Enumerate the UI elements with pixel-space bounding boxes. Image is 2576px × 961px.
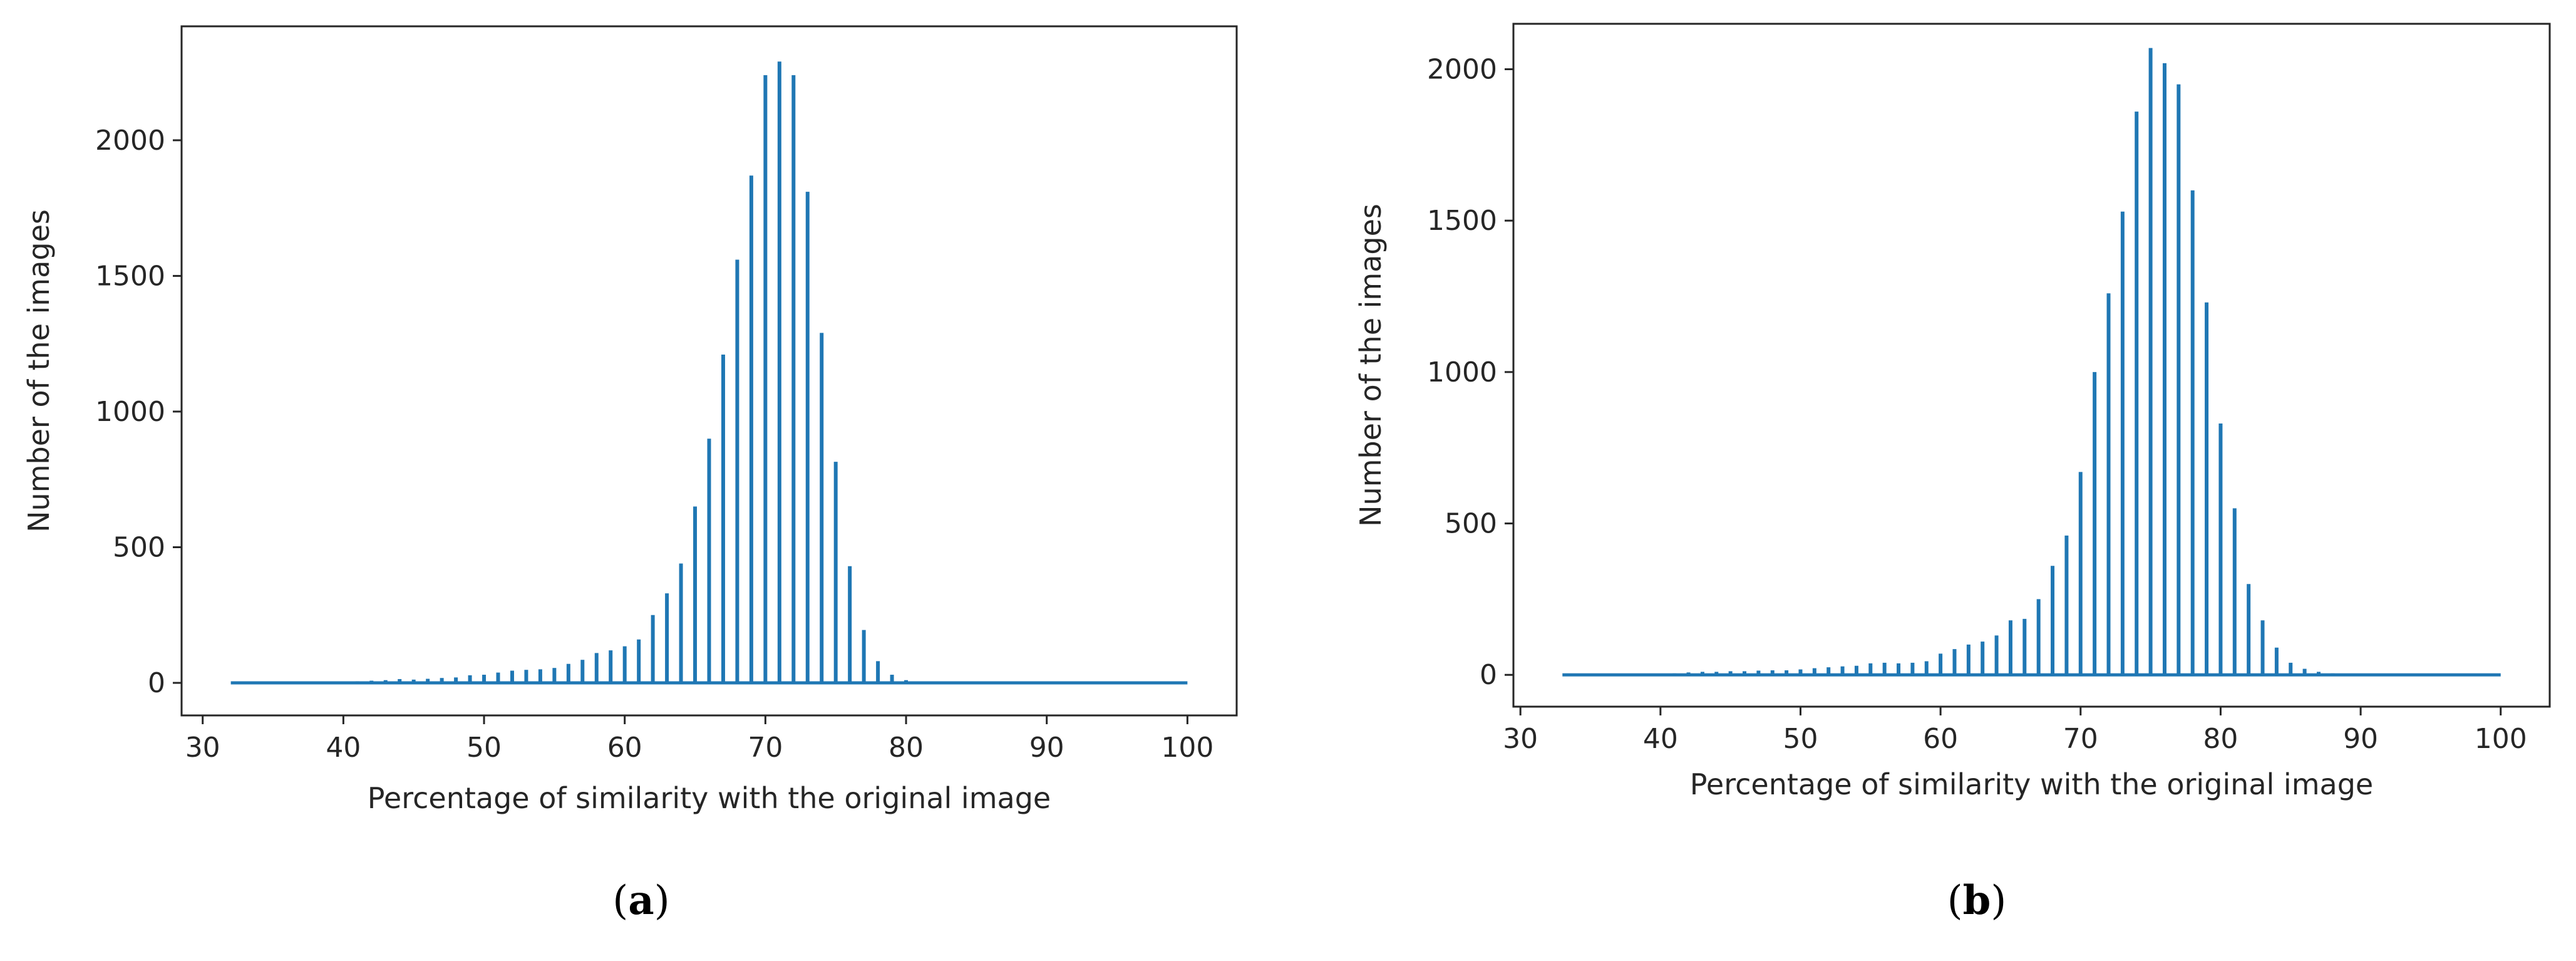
y-tick-label-b-500: 500 [1445, 508, 1497, 540]
x-tick-label-b-60: 60 [1923, 723, 1958, 755]
stems-a [299, 61, 922, 683]
y-tick-label-b-0: 0 [1480, 659, 1497, 691]
y-tick-label-a-500: 500 [113, 531, 165, 563]
x-tick-label-b-70: 70 [2063, 723, 2098, 755]
y-tick-label-b-2000: 2000 [1427, 54, 1497, 86]
x-axis-label-a: Percentage of similarity with the origin… [368, 781, 1051, 815]
x-tick-label-b-80: 80 [2203, 723, 2238, 755]
caption-b-letter: b [1962, 877, 1991, 924]
chart-b: 30 40 50 60 70 80 90 1000500100015002000Percent… [1354, 23, 2551, 801]
y-tick-label-a-1500: 1500 [95, 260, 165, 292]
stems-b [1672, 48, 2335, 675]
x-tick-label-b-90: 90 [2343, 723, 2378, 755]
x-ticks-b: 30 40 50 60 70 80 90 100 [1503, 707, 2527, 755]
x-axis-label-b: Percentage of similarity with the origin… [1690, 767, 2373, 801]
caption-a-open: ( [612, 878, 629, 924]
caption-b-close: ) [1991, 878, 2007, 924]
panel-b: 30 40 50 60 70 80 90 100 0 500 1000 1500 2000 Percent… [1288, 0, 2576, 961]
y-tick-label-a-0: 0 [148, 667, 165, 699]
x-tick-label-a-90: 90 [1029, 732, 1064, 764]
panel-a: 30 40 50 60 70 80 90 100 0 500 1000 1500 2000 Percent… [22, 25, 1238, 924]
chart-a: 30 40 50 60 70 80 90 1000500100015002000Percent… [22, 25, 1238, 815]
plot-frame-a [180, 25, 1238, 717]
x-tick-label-a-60: 60 [607, 732, 642, 764]
x-tick-label-a-50: 50 [466, 732, 502, 764]
caption-b-open: ( [1947, 878, 1963, 924]
y-tick-label-b-1000: 1000 [1427, 356, 1497, 388]
caption-a-close: ) [654, 878, 670, 924]
x-tick-label-a-40: 40 [326, 732, 361, 764]
caption-a: (a) [579, 877, 704, 924]
y-axis-label-a: Number of the images [22, 209, 56, 532]
y-axis-label-b: Number of the images [1354, 204, 1388, 527]
x-tick-label-a-80: 80 [889, 732, 924, 764]
caption-a-letter: a [628, 877, 654, 924]
y-tick-label-a-2000: 2000 [95, 125, 165, 157]
x-tick-label-a-100: 100 [1161, 732, 1213, 764]
x-tick-label-b-100: 100 [2475, 723, 2527, 755]
plot-frame-b [1512, 23, 2551, 708]
x-tick-label-b-40: 40 [1643, 723, 1678, 755]
y-tick-label-a-1000: 1000 [95, 396, 165, 428]
y-ticks-b: 0 500 1000 1500 2000 [1427, 54, 1513, 691]
y-tick-label-b-1500: 1500 [1427, 205, 1497, 237]
x-ticks-a: 30 40 50 60 70 80 90 100 [185, 715, 1213, 764]
caption-b: (b) [1914, 877, 2039, 924]
x-tick-label-b-50: 50 [1783, 723, 1818, 755]
y-ticks-a: 0 500 1000 1500 2000 [95, 125, 182, 699]
x-tick-label-b-30: 30 [1503, 723, 1538, 755]
x-tick-label-a-30: 30 [185, 732, 220, 764]
x-tick-label-a-70: 70 [748, 732, 783, 764]
